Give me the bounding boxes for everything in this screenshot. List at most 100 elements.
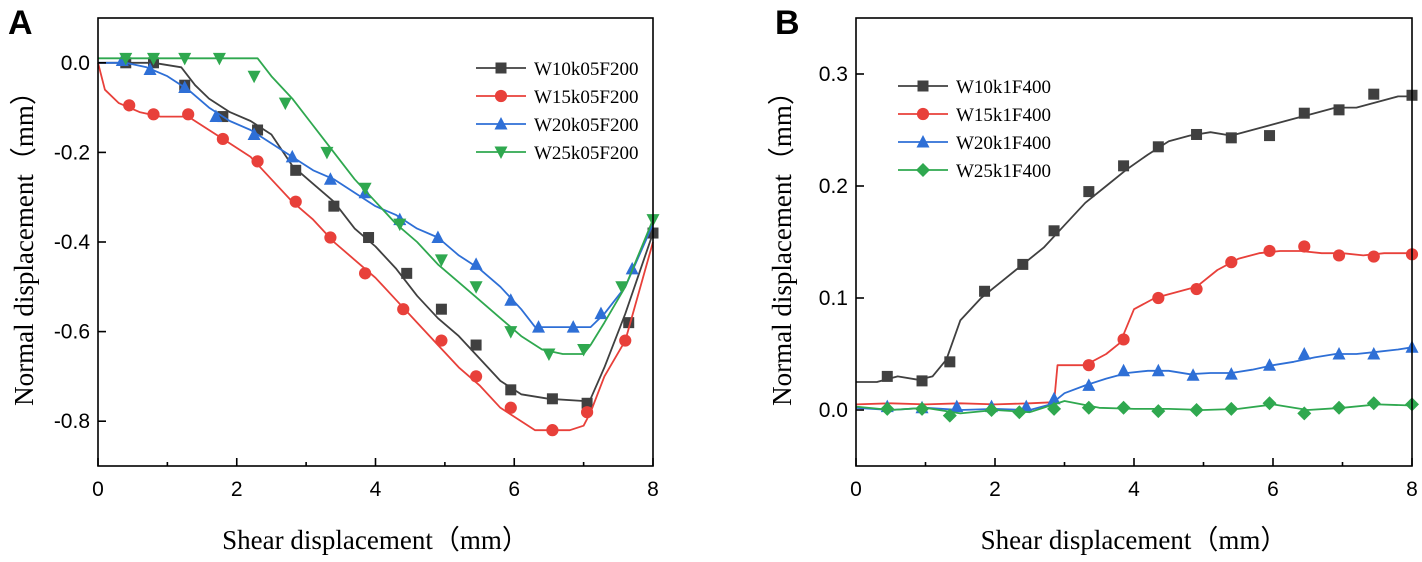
data-point-W15k1F400 <box>1367 250 1380 263</box>
y-tick-label: -0.2 <box>54 141 90 164</box>
legend-marker-W10k05F200 <box>495 62 507 74</box>
legend-label-W25k05F200: W25k05F200 <box>534 143 639 164</box>
legend-marker-W20k1F400 <box>916 135 930 148</box>
y-tick-label: -0.4 <box>54 231 91 254</box>
data-point-W15k05F200 <box>397 303 410 316</box>
data-point-W15k05F200 <box>147 108 160 121</box>
y-tick-label: 0.0 <box>819 399 848 422</box>
data-point-W10k1F400 <box>1264 130 1276 142</box>
data-point-W25k1F400 <box>1224 401 1239 416</box>
legend-marker-W15k1F400 <box>916 107 930 121</box>
legend-label-W10k05F200: W10k05F200 <box>534 59 639 80</box>
data-point-W10k1F400 <box>1333 104 1345 116</box>
legend-label-W20k1F400: W20k1F400 <box>956 133 1051 154</box>
data-point-W20k1F400 <box>950 399 964 413</box>
data-point-W10k05F200 <box>581 397 593 409</box>
series-line-W25k05F200 <box>98 57 654 355</box>
data-point-W10k1F400 <box>1368 88 1380 100</box>
x-axis-title: Shear displacement（mm） <box>222 525 529 555</box>
series-line-W20k1F400 <box>855 346 1413 411</box>
data-point-W25k1F400 <box>1262 396 1277 411</box>
data-point-W20k1F400 <box>1263 358 1277 371</box>
data-point-W25k1F400 <box>1047 401 1062 416</box>
legend-marker-W20k05F200 <box>494 117 508 130</box>
legend-label-W20k05F200: W20k05F200 <box>534 115 639 136</box>
data-point-W10k1F400 <box>881 370 893 382</box>
data-point-W15k05F200 <box>123 99 136 112</box>
series-line-W20k05F200 <box>98 61 654 329</box>
data-point-W15k1F400 <box>1117 333 1130 346</box>
data-point-W25k05F200 <box>577 344 591 357</box>
chart-panel-a: A 0 2 4 6 8 0.0 -0.2 -0.4 -0.6 -0.8 Shear displacem… <box>8 4 660 555</box>
x-tick-label: 2 <box>989 478 1001 501</box>
data-point-W10k05F200 <box>401 267 413 279</box>
panel-label: B <box>775 4 800 42</box>
data-point-W15k05F200 <box>216 132 229 146</box>
chart-panel-b: B 0 2 4 6 8 0.0 0.1 0.2 0.3 Shear displacement（mm）… <box>767 4 1419 555</box>
data-point-W10k1F400 <box>1191 128 1203 140</box>
data-point-W15k1F400 <box>1332 249 1346 262</box>
data-point-W25k05F200 <box>469 281 483 294</box>
y-tick-label: 0.0 <box>61 52 90 75</box>
data-point-W25k05F200 <box>320 146 334 160</box>
data-point-W25k1F400 <box>1366 396 1381 411</box>
data-point-W20k1F400 <box>1297 347 1311 360</box>
x-tick-label: 2 <box>231 478 243 501</box>
data-point-W10k1F400 <box>1048 225 1060 237</box>
data-point-W10k1F400 <box>944 356 956 368</box>
legend-label-W15k1F400: W15k1F400 <box>956 105 1051 126</box>
data-point-W20k1F400 <box>1332 347 1346 360</box>
data-point-W15k1F400 <box>1225 256 1238 269</box>
data-point-W10k1F400 <box>1017 258 1029 270</box>
data-point-W10k05F200 <box>435 303 447 315</box>
data-point-W25k05F200 <box>358 182 372 196</box>
data-point-W25k1F400 <box>1151 404 1166 419</box>
data-point-W10k1F400 <box>1152 141 1164 153</box>
series-line-W15k1F400 <box>855 250 1412 406</box>
data-point-W15k1F400 <box>1190 282 1203 296</box>
data-point-W20k05F200 <box>323 172 337 185</box>
y-tick-label: -0.8 <box>54 410 90 433</box>
data-point-W25k05F200 <box>278 97 292 111</box>
data-point-W10k1F400 <box>1298 107 1310 119</box>
y-tick-label: 0.2 <box>819 175 848 198</box>
data-point-W15k1F400 <box>1298 240 1311 253</box>
data-point-W10k05F200 <box>505 384 517 396</box>
data-point-W15k05F200 <box>251 155 264 168</box>
data-point-W20k05F200 <box>178 80 192 93</box>
data-point-W15k05F200 <box>435 334 448 347</box>
data-point-W10k05F200 <box>363 232 375 244</box>
data-point-W25k05F200 <box>178 52 192 66</box>
series-line-W10k1F400 <box>856 95 1412 383</box>
data-point-W15k05F200 <box>324 231 337 244</box>
data-point-W10k1F400 <box>1225 132 1237 144</box>
data-point-W20k1F400 <box>1186 368 1200 381</box>
data-point-W20k05F200 <box>285 149 299 163</box>
data-point-W25k1F400 <box>1116 400 1131 415</box>
data-point-W10k1F400 <box>1083 186 1095 198</box>
data-point-W15k05F200 <box>358 267 372 280</box>
data-point-W25k05F200 <box>119 52 133 66</box>
data-point-W15k1F400 <box>1082 359 1095 372</box>
x-tick-label: 4 <box>370 478 382 501</box>
data-point-W25k1F400 <box>984 403 999 417</box>
data-point-W20k05F200 <box>594 306 608 320</box>
data-point-W25k05F200 <box>434 254 448 267</box>
data-point-W10k05F200 <box>290 164 302 176</box>
series-line-W25k1F400 <box>855 400 1413 415</box>
data-point-W10k05F200 <box>546 393 558 405</box>
data-point-W25k05F200 <box>147 52 160 66</box>
data-point-W25k1F400 <box>1297 406 1312 421</box>
x-tick-label: 6 <box>508 478 520 501</box>
data-point-W20k05F200 <box>469 257 483 270</box>
y-axis-title: Normal displacement（mm） <box>767 78 797 406</box>
data-point-W20k1F400 <box>1224 367 1238 380</box>
series-line-W15k05F200 <box>97 62 654 432</box>
data-point-W10k1F400 <box>1118 160 1130 172</box>
x-tick-label: 0 <box>92 478 104 501</box>
y-tick-label: 0.1 <box>819 287 848 310</box>
x-tick-label: 8 <box>1406 478 1418 501</box>
data-point-W10k05F200 <box>252 124 264 136</box>
data-point-W10k1F400 <box>916 375 928 387</box>
y-axis-title: Normal displacement（mm） <box>9 78 39 406</box>
